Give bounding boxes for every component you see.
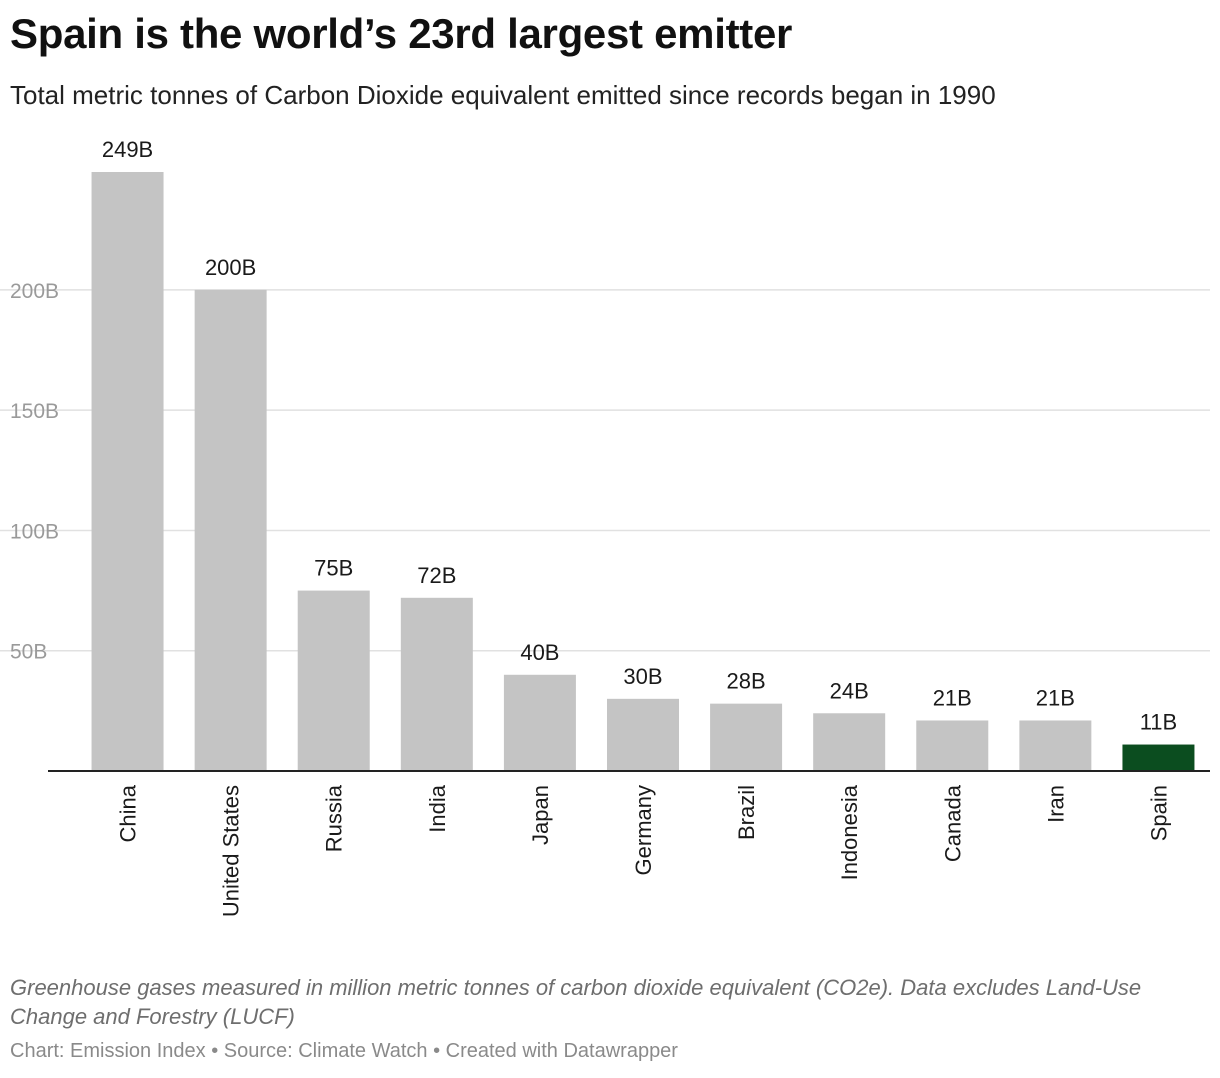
footnote: Greenhouse gases measured in million met… xyxy=(10,975,1142,1029)
category-label: Japan xyxy=(528,785,553,845)
bar-japan xyxy=(503,674,576,771)
gridlines: 50B 100B 150B 200B xyxy=(0,280,1210,664)
bar-value-label: 28B xyxy=(727,669,766,694)
y-tick-label: 50B xyxy=(10,641,47,664)
chart-title: Spain is the world’s 23rd largest emitte… xyxy=(10,10,793,57)
category-label: India xyxy=(425,784,450,832)
bars xyxy=(91,172,1195,771)
bar-india xyxy=(400,597,473,771)
bar-china xyxy=(91,172,164,771)
bar-germany xyxy=(607,698,679,771)
bar-canada xyxy=(916,720,989,771)
bar-value-label: 21B xyxy=(1036,685,1075,710)
category-label: Russia xyxy=(322,784,347,852)
bar-brazil xyxy=(710,703,783,771)
bar-value-label: 72B xyxy=(417,563,456,588)
category-label: United States xyxy=(219,785,244,917)
bar-value-label: 200B xyxy=(205,255,256,280)
bar-value-label: 75B xyxy=(314,556,353,581)
value-labels: 249B 200B 75B 72B 40B 30B 28B 24B 21B 21B 11B xyxy=(102,137,1177,735)
bar-value-label: 40B xyxy=(520,640,559,665)
bar-russia xyxy=(297,590,370,771)
credits: Chart: Emission Index • Source: Climate … xyxy=(10,1040,678,1062)
bar-value-label: 249B xyxy=(102,137,153,162)
category-label: Canada xyxy=(940,784,965,862)
category-label: Iran xyxy=(1043,785,1068,823)
category-label: Spain xyxy=(1146,785,1171,841)
bar-iran xyxy=(1019,720,1092,771)
bar-value-label: 30B xyxy=(623,664,662,689)
category-label: China xyxy=(116,784,141,842)
category-label: Germany xyxy=(631,785,656,875)
bar-united-states xyxy=(194,289,267,771)
category-labels: China United States Russia India Japan German… xyxy=(116,784,1172,917)
bar-value-label: 24B xyxy=(830,678,869,703)
y-tick-label: 200B xyxy=(10,280,59,303)
bar-spain xyxy=(1122,744,1195,771)
bar-value-label: 11B xyxy=(1140,710,1178,735)
category-label: Indonesia xyxy=(837,784,862,880)
bar-indonesia xyxy=(813,713,886,771)
y-tick-label: 150B xyxy=(10,400,59,423)
y-tick-label: 100B xyxy=(10,520,59,543)
chart-subtitle: Total metric tonnes of Carbon Dioxide eq… xyxy=(10,80,996,110)
category-label: Brazil xyxy=(734,785,759,840)
bar-value-label: 21B xyxy=(933,685,972,710)
